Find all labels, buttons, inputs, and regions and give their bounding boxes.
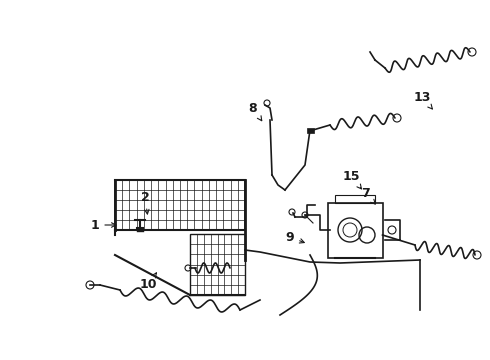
Text: 7: 7	[361, 186, 375, 204]
Text: 4: 4	[0, 359, 1, 360]
Text: 1: 1	[91, 219, 116, 231]
Text: 2: 2	[141, 190, 149, 214]
Bar	[327, 202, 383, 257]
Text: 9: 9	[286, 230, 304, 243]
Text: 13: 13	[413, 90, 432, 109]
Text: 8: 8	[249, 102, 262, 121]
Text: 11: 11	[0, 359, 1, 360]
Text: 15: 15	[342, 170, 362, 189]
Text: 3: 3	[0, 359, 1, 360]
Text: 10: 10	[139, 273, 157, 292]
Bar	[115, 180, 245, 230]
Text: 14: 14	[0, 359, 1, 360]
Text: 6: 6	[0, 359, 1, 360]
Bar	[190, 234, 245, 295]
Bar	[335, 194, 375, 202]
Text: 5: 5	[0, 359, 1, 360]
Text: 12: 12	[0, 359, 1, 360]
Bar	[307, 127, 314, 132]
